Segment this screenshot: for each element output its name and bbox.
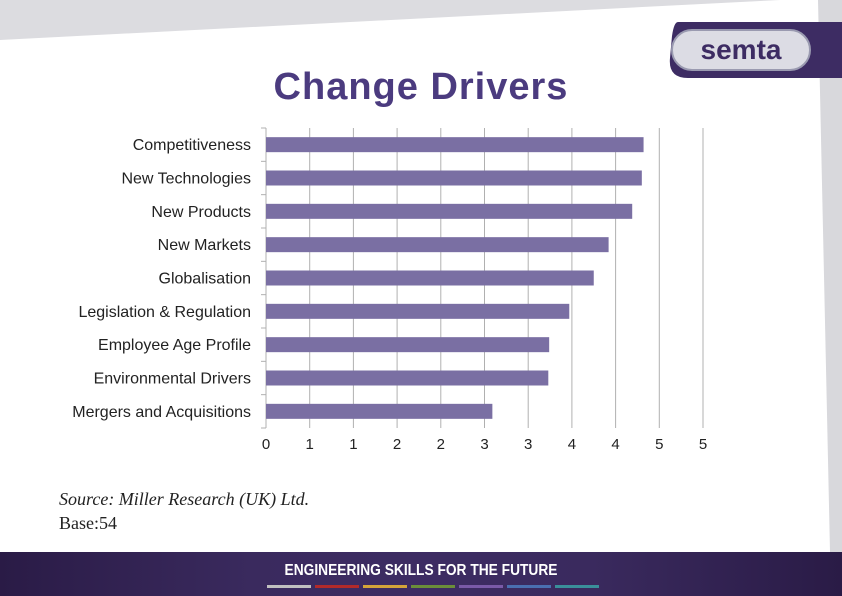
source-line: Source: Miller Research (UK) Ltd. — [59, 489, 310, 509]
category-label: New Markets — [158, 237, 251, 254]
stripe-segment — [555, 585, 599, 588]
bar — [266, 170, 642, 186]
bar — [266, 337, 550, 353]
x-tick-label: 2 — [437, 436, 445, 453]
change-drivers-chart: Competitiveness New Technologies New Produ… — [72, 127, 707, 453]
base-line: Base:54 — [59, 513, 117, 533]
category-label: Globalisation — [159, 271, 252, 288]
bar — [266, 237, 609, 253]
footer-tagline: ENGINEERING SKILLS FOR THE FUTURE — [284, 562, 558, 579]
chart-category-labels: Competitiveness New Technologies New Produ… — [72, 137, 251, 421]
x-tick-label: 4 — [568, 436, 576, 453]
category-label: Competitiveness — [133, 137, 251, 154]
stripe-segment — [267, 585, 311, 588]
category-label: Legislation & Regulation — [78, 304, 251, 321]
x-tick-label: 5 — [699, 436, 707, 453]
svg-text:semta: semta — [701, 34, 782, 65]
x-tick-label: 1 — [306, 436, 314, 453]
x-tick-label: 3 — [524, 436, 532, 453]
category-label: New Products — [151, 204, 251, 221]
stripe-segment — [315, 585, 359, 588]
bar — [266, 270, 594, 286]
x-tick-label: 3 — [480, 436, 488, 453]
footer-bar: ENGINEERING SKILLS FOR THE FUTURE — [0, 552, 842, 596]
chart-bars — [266, 137, 644, 419]
stripe-segment — [411, 585, 455, 588]
x-tick-label: 2 — [393, 436, 401, 453]
category-label: Environmental Drivers — [94, 371, 251, 388]
stripe-segment — [507, 585, 551, 588]
category-label: Employee Age Profile — [98, 337, 251, 354]
stripe-segment — [459, 585, 503, 588]
semta-logo: semta — [669, 22, 842, 78]
source-note: Source: Miller Research (UK) Ltd. Base:5… — [59, 487, 309, 535]
x-tick-label: 4 — [611, 436, 619, 453]
footer-color-stripe — [267, 585, 599, 588]
bar — [266, 137, 644, 153]
bar — [266, 403, 493, 419]
x-tick-label: 0 — [262, 436, 270, 453]
chart-tick-labels: 0 1 1 2 2 3 3 4 4 5 5 — [262, 436, 707, 453]
x-tick-label: 5 — [655, 436, 663, 453]
bar — [266, 370, 549, 386]
category-label: New Technologies — [121, 171, 251, 188]
category-label: Mergers and Acquisitions — [72, 404, 251, 421]
x-tick-label: 1 — [349, 436, 357, 453]
slide-title: Change Drivers — [273, 66, 569, 108]
bar — [266, 203, 633, 219]
bar — [266, 303, 570, 319]
stripe-segment — [363, 585, 407, 588]
